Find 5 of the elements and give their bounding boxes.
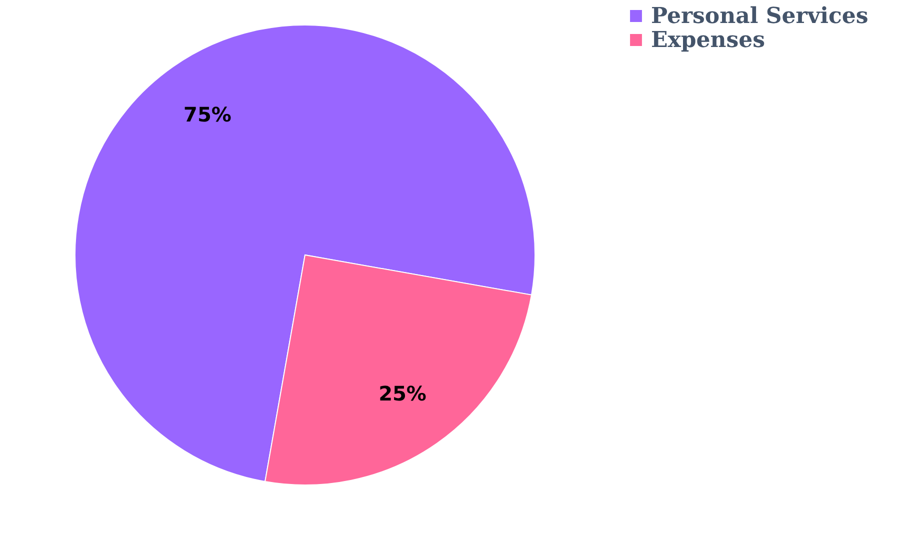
pie-slice [74,24,536,482]
data-label: 75% [184,102,232,127]
data-label: 25% [378,381,426,406]
legend-label: Personal Services [651,3,868,29]
legend-label: Expenses [651,27,766,53]
